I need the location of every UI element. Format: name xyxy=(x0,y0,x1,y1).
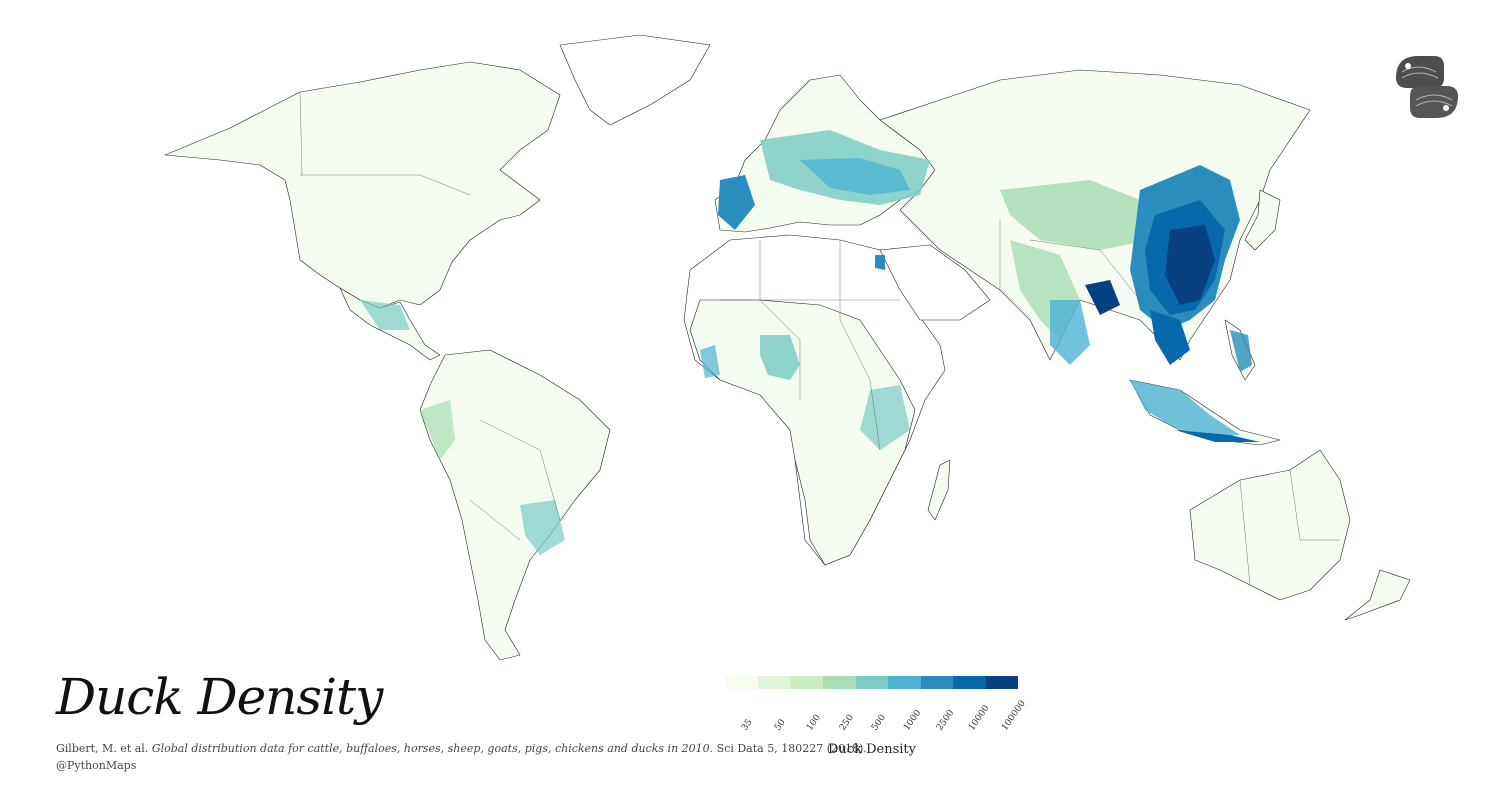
legend-tick-label: 500 xyxy=(870,712,889,733)
south-america-landmass xyxy=(419,349,611,661)
legend-tick-label: 2500 xyxy=(934,708,957,733)
legend-tick-label: 50 xyxy=(772,717,788,733)
citation-journal: Sci Data 5, 180227 (2018). xyxy=(713,742,867,755)
legend-ticks: 35 50 100 250 500 1000 2500 10000 100000 xyxy=(726,689,1027,733)
data-citation: Gilbert, M. et al. Global distribution d… xyxy=(56,742,867,755)
legend-swatch xyxy=(726,676,759,689)
legend-tick-label: 250 xyxy=(837,712,856,733)
sub-saharan-data-region xyxy=(689,299,916,566)
north-america-landmass xyxy=(164,61,561,309)
legend-swatch xyxy=(855,676,889,689)
arabia-landmass xyxy=(879,244,991,321)
legend-color-bar xyxy=(726,676,1018,689)
legend-swatch xyxy=(758,676,791,689)
legend-title: Duck Density xyxy=(828,742,916,757)
citation-authors: Gilbert, M. et al. xyxy=(56,742,152,755)
legend-swatch xyxy=(823,676,856,689)
python-maps-logo-icon xyxy=(1388,48,1466,126)
legend-tick-label: 1000 xyxy=(902,708,924,733)
greenland-landmass xyxy=(559,34,711,126)
legend-tick-label: 100 xyxy=(805,712,824,733)
australia-landmass xyxy=(1189,449,1351,601)
legend-swatch xyxy=(985,676,1018,689)
legend-swatch xyxy=(790,676,824,689)
legend-tick-label: 10000 xyxy=(967,703,992,733)
japan-landmass xyxy=(1244,189,1281,251)
legend-swatch xyxy=(888,676,921,689)
legend-swatch xyxy=(920,676,954,689)
density-hotspots xyxy=(360,130,1260,555)
country-borders xyxy=(299,91,1340,586)
legend-swatch xyxy=(953,676,986,689)
density-legend: 35 50 100 250 500 1000 2500 10000 100000 Duck De… xyxy=(726,676,1028,766)
legend-tick-label: 35 xyxy=(740,717,755,733)
map-title: Duck Density xyxy=(56,668,383,726)
madagascar-landmass xyxy=(927,459,951,521)
citation-article-title: Global distribution data for cattle, buf… xyxy=(151,742,714,755)
new-zealand-landmass xyxy=(1344,569,1411,621)
author-handle: @PythonMaps xyxy=(56,759,137,772)
